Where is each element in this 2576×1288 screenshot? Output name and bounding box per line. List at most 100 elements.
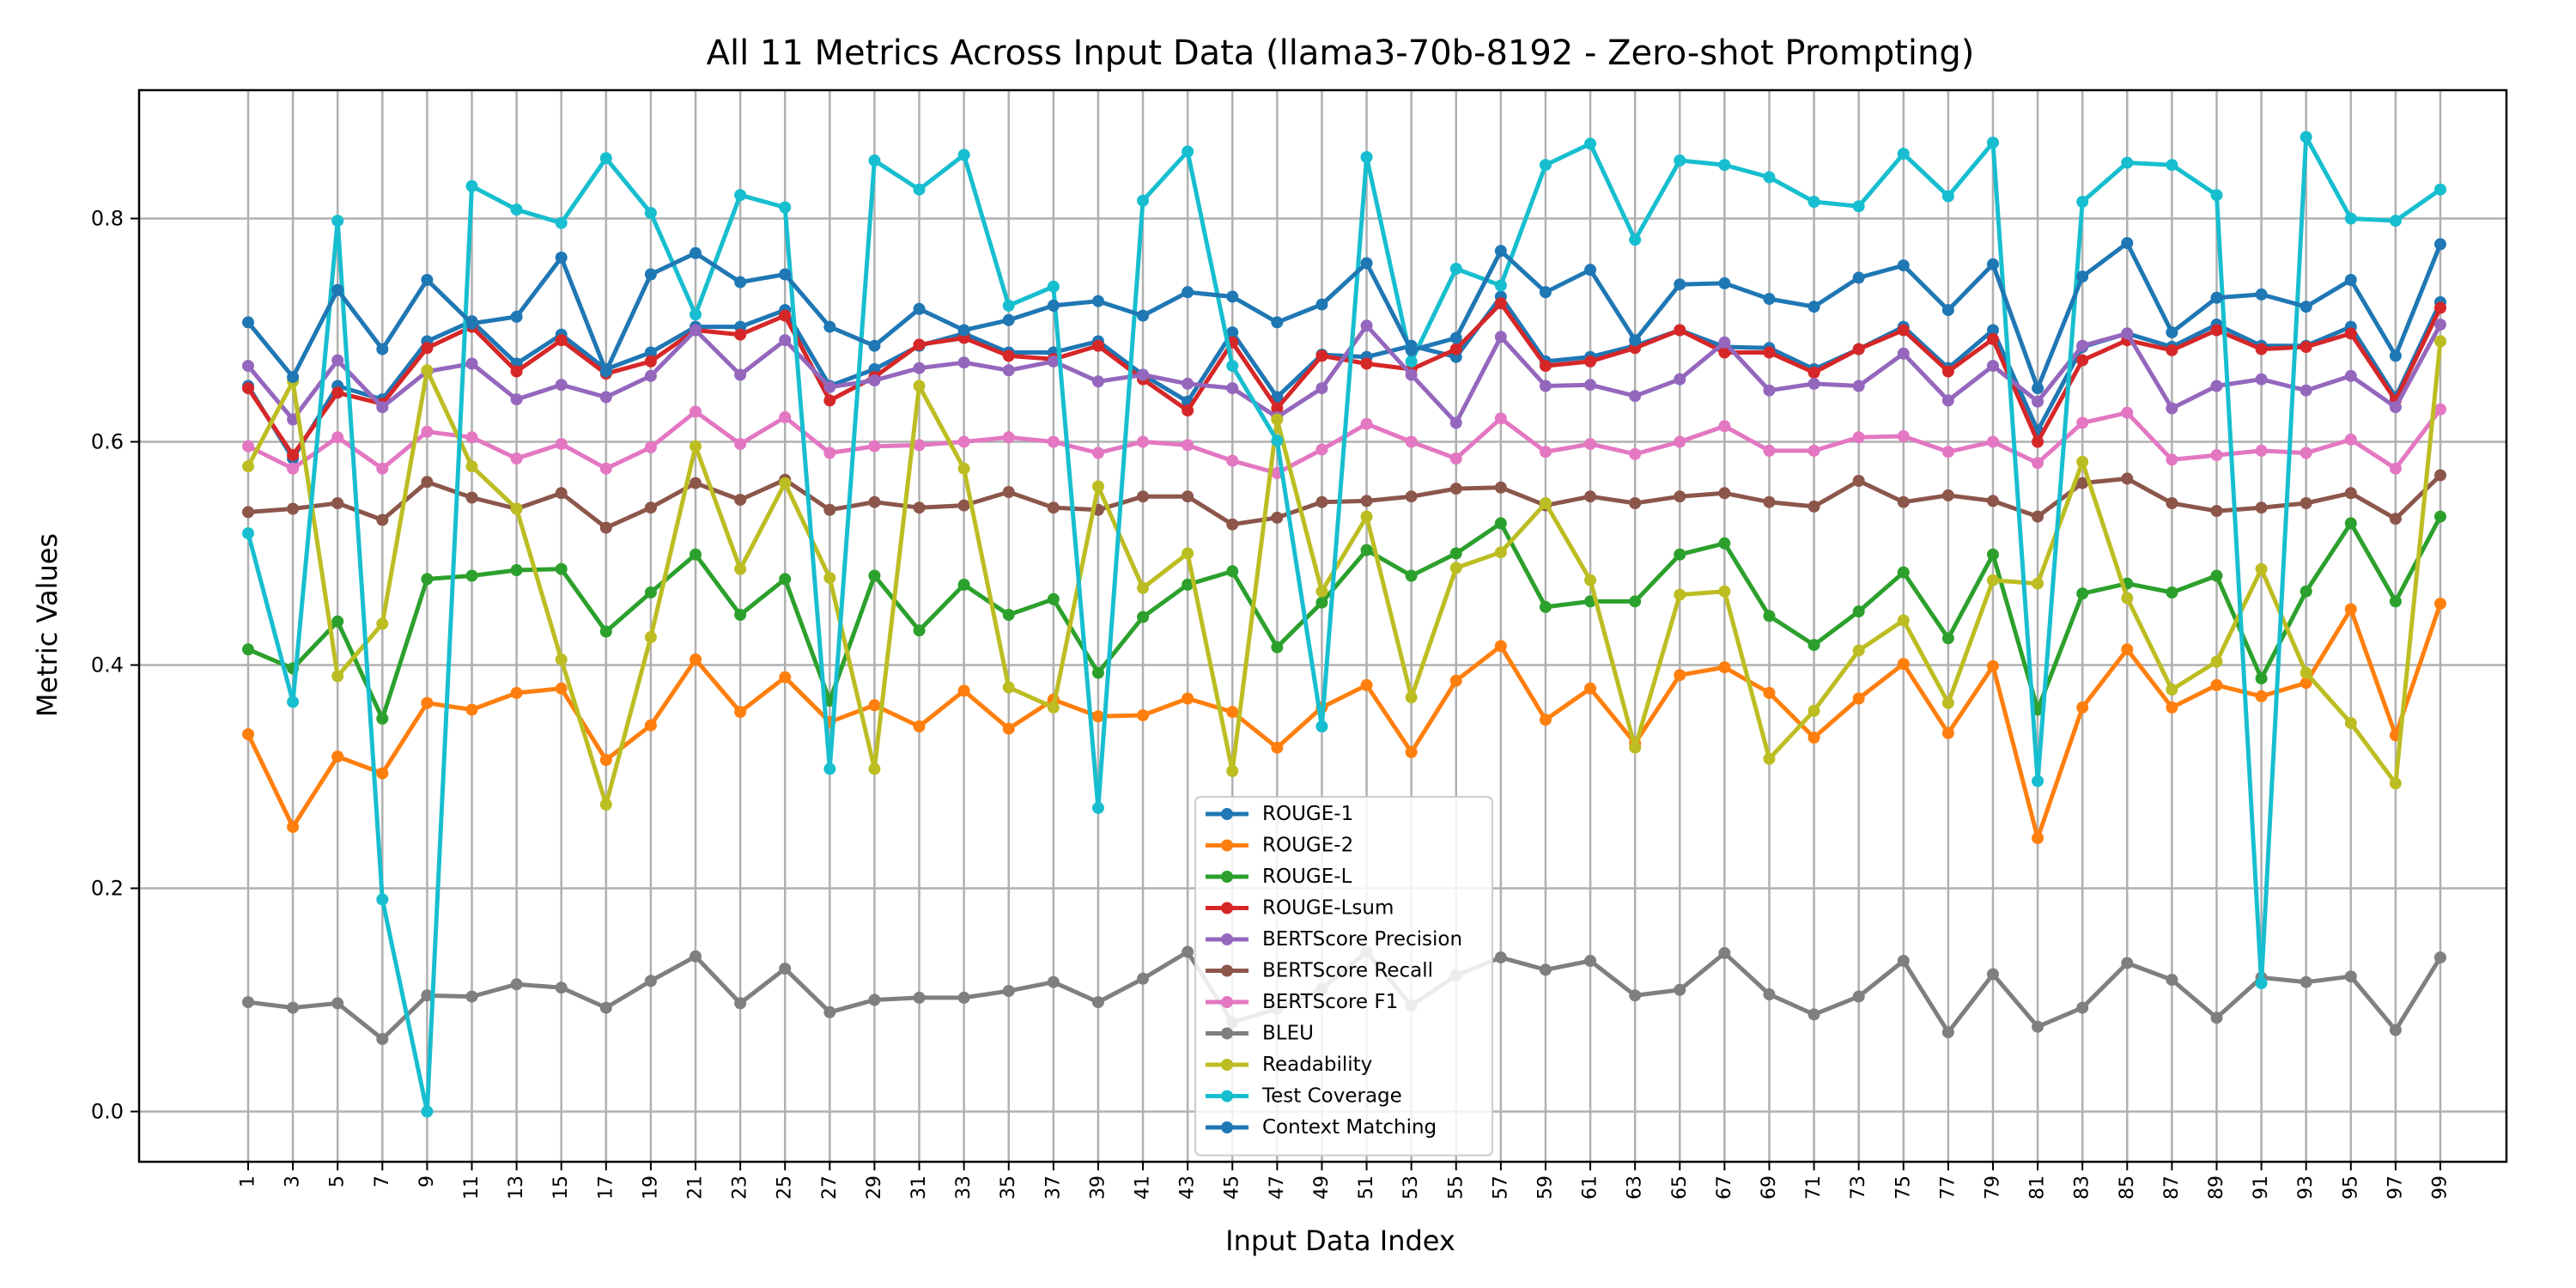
data-point <box>1226 454 1239 467</box>
data-point <box>1315 596 1328 609</box>
data-point <box>287 1001 300 1014</box>
data-point <box>331 283 344 296</box>
data-point <box>2166 453 2178 466</box>
data-point <box>868 699 881 712</box>
data-point <box>555 216 568 229</box>
data-point <box>1852 380 1865 392</box>
data-point <box>1182 439 1194 452</box>
legend-entry: BERTScore Precision <box>1206 928 1462 951</box>
x-tick-label: 95 <box>2340 1176 2361 1200</box>
data-point <box>779 573 792 586</box>
data-point <box>1763 171 1776 184</box>
data-point <box>1941 489 1954 501</box>
data-point <box>2255 288 2268 301</box>
data-point <box>2032 775 2044 787</box>
data-point <box>510 204 523 216</box>
data-point <box>2166 701 2178 714</box>
data-point <box>2344 970 2357 983</box>
data-point <box>2121 156 2134 169</box>
data-point <box>1449 343 1462 355</box>
data-point <box>1986 495 1999 507</box>
data-point <box>1718 336 1731 349</box>
data-point <box>2344 327 2357 340</box>
legend-swatch-marker <box>1221 1090 1233 1103</box>
data-point <box>1494 245 1507 258</box>
data-point <box>1674 324 1686 337</box>
data-point <box>1897 148 1910 161</box>
data-point <box>2166 586 2178 598</box>
data-point <box>287 449 300 462</box>
data-point <box>555 682 568 695</box>
data-point <box>1629 234 1642 246</box>
data-point <box>1718 585 1731 598</box>
data-point <box>1807 639 1820 652</box>
data-point <box>599 152 612 165</box>
data-point <box>1226 290 1239 303</box>
data-point <box>734 368 747 381</box>
data-point <box>1897 658 1910 671</box>
data-point <box>1405 691 1418 704</box>
data-point <box>2032 1020 2044 1033</box>
data-point <box>2300 975 2312 988</box>
data-point <box>2389 401 2402 414</box>
data-point <box>242 360 254 373</box>
data-point <box>465 179 478 192</box>
data-point <box>2344 212 2357 225</box>
data-point <box>2166 974 2178 987</box>
data-point <box>2076 701 2089 714</box>
data-point <box>823 380 836 393</box>
data-point <box>1137 194 1150 207</box>
axes: 1 3 5 7 9 11 13 15 17 19 21 23 25 27 29 31 33 35 37 39 41 43 4… <box>91 207 2451 1200</box>
data-point <box>1271 413 1284 426</box>
series-rouge-2 <box>242 598 2446 844</box>
data-point <box>1182 578 1194 591</box>
y-tick-label: 0.2 <box>91 877 124 901</box>
data-point <box>1584 355 1597 368</box>
x-tick-label: 77 <box>1937 1176 1959 1200</box>
data-point <box>1494 279 1507 292</box>
data-point <box>1047 592 1060 605</box>
data-point <box>376 893 389 906</box>
legend-label: Context Matching <box>1262 1116 1437 1139</box>
data-point <box>644 207 657 219</box>
data-point <box>1405 745 1418 758</box>
data-point <box>2210 324 2223 337</box>
legend-entry: Test Coverage <box>1206 1085 1402 1108</box>
data-point <box>331 354 344 367</box>
data-point <box>331 750 344 763</box>
data-point <box>287 371 300 384</box>
data-point <box>2300 131 2312 143</box>
data-point <box>2121 406 2134 419</box>
data-point <box>465 703 478 716</box>
data-point <box>2076 587 2089 600</box>
data-point <box>1941 632 1954 645</box>
x-tick-label: 29 <box>864 1176 885 1200</box>
data-point <box>1852 990 1865 1003</box>
data-point <box>2434 510 2446 523</box>
data-point <box>2389 462 2402 475</box>
data-point <box>287 502 300 515</box>
data-point <box>2255 562 2268 575</box>
data-point <box>1271 741 1284 754</box>
data-point <box>242 996 254 1009</box>
data-point <box>287 821 300 833</box>
data-point <box>868 495 881 508</box>
data-point <box>1941 696 1954 709</box>
data-point <box>376 343 389 355</box>
data-point <box>242 527 254 540</box>
data-point <box>2032 577 2044 590</box>
data-point <box>1718 661 1731 674</box>
data-point <box>1763 384 1776 397</box>
data-point <box>1494 331 1507 343</box>
data-point <box>1539 497 1552 509</box>
data-point <box>421 1105 434 1118</box>
series-layer <box>242 131 2446 1118</box>
data-point <box>2389 595 2402 608</box>
data-point <box>1807 704 1820 717</box>
data-point <box>1986 968 1999 981</box>
data-point <box>1047 975 1060 988</box>
x-tick-label: 43 <box>1177 1176 1199 1200</box>
data-point <box>1897 614 1910 627</box>
data-point <box>644 501 657 514</box>
data-point <box>2255 343 2268 355</box>
